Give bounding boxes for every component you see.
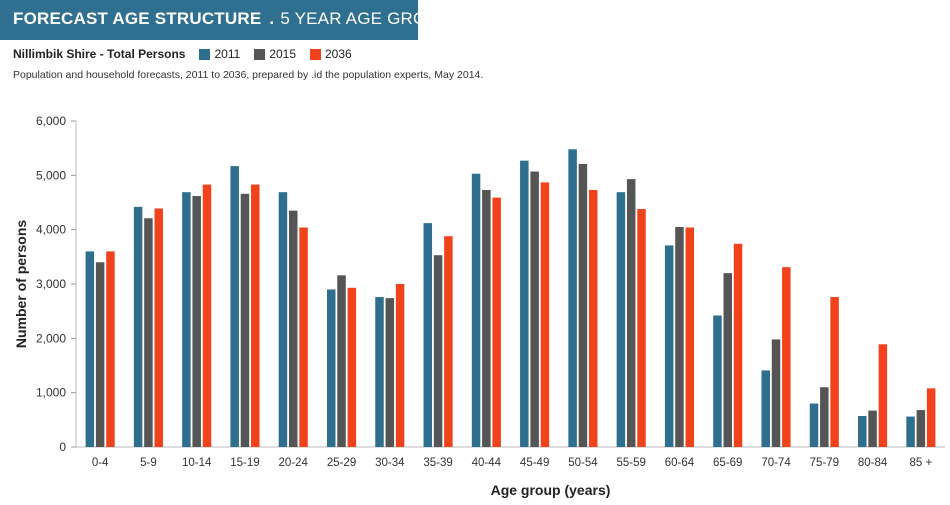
bar-2011-5-9[interactable] (133, 206, 143, 447)
legend-item-2036[interactable]: 2036 (310, 47, 352, 61)
legend-swatch-2036 (310, 48, 321, 60)
y-tick-label: 3,000 (36, 277, 66, 291)
bar-2011-65-69[interactable] (713, 315, 722, 447)
x-tick-label: 55-59 (616, 457, 645, 469)
y-tick-label: 4,000 (36, 223, 66, 237)
legend-label-2011: 2011 (214, 47, 241, 61)
bar-2011-50-54[interactable] (568, 149, 577, 447)
bar-2015-50-54[interactable] (578, 163, 588, 448)
bar-2036-80-84[interactable] (878, 344, 888, 447)
bar-2011-25-29[interactable] (326, 289, 336, 447)
x-tick-label: 45-49 (520, 457, 549, 469)
bar-2011-85plus[interactable] (906, 416, 915, 447)
x-tick-label: 50-54 (568, 457, 598, 469)
chart-header-banner: FORECAST AGE STRUCTURE. 5 YEAR AGE GROUPS (0, 0, 462, 40)
y-tick-label: 6,000 (36, 114, 66, 128)
x-tick-label: 40-44 (472, 457, 502, 469)
bar-2015-15-19[interactable] (240, 193, 250, 447)
source-note: Population and household forecasts, 2011… (13, 69, 484, 81)
legend-item-2011[interactable]: 2011 (199, 47, 240, 61)
bar-2036-40-44[interactable] (492, 197, 501, 447)
bar-2011-15-19[interactable] (230, 166, 239, 447)
bar-2011-45-49[interactable] (520, 160, 529, 447)
bar-2015-45-49[interactable] (530, 171, 539, 447)
bar-2015-70-74[interactable] (771, 339, 781, 447)
x-tick-label: 60-64 (665, 457, 695, 469)
bar-2015-60-64[interactable] (675, 226, 684, 447)
legend-title: Nillimbik Shire - Total Persons (13, 47, 186, 61)
bar-2011-70-74[interactable] (761, 370, 770, 447)
bar-2015-80-84[interactable] (868, 410, 877, 447)
y-axis-label: Number of persons (13, 220, 29, 349)
bar-2036-75-79[interactable] (830, 297, 839, 447)
bar-2015-75-79[interactable] (820, 387, 829, 447)
x-tick-label: 5-9 (140, 457, 157, 469)
bar-2036-0-4[interactable] (106, 251, 115, 447)
x-tick-label: 80-84 (858, 457, 888, 469)
bar-2036-60-64[interactable] (685, 227, 695, 447)
bar-2015-25-29[interactable] (337, 275, 346, 447)
bar-2011-40-44[interactable] (471, 173, 481, 447)
bar-2011-55-59[interactable] (616, 192, 626, 447)
y-tick-label: 5,000 (36, 168, 66, 182)
legend-label-2015: 2015 (269, 47, 296, 61)
legend-swatch-2015 (254, 48, 266, 60)
y-tick-label: 2,000 (36, 331, 66, 345)
bar-2015-0-4[interactable] (95, 262, 105, 447)
bar-2011-0-4[interactable] (85, 251, 95, 447)
bar-2011-30-34[interactable] (375, 297, 384, 447)
bar-2036-35-39[interactable] (444, 236, 453, 447)
chart-title: FORECAST AGE STRUCTURE. 5 YEAR AGE GROUPS (13, 9, 462, 29)
bar-2011-20-24[interactable] (278, 192, 288, 447)
legend-label-2036: 2036 (325, 47, 352, 61)
bar-2011-75-79[interactable] (809, 403, 819, 447)
legend-swatch-2011 (199, 48, 211, 60)
bar-2015-30-34[interactable] (385, 298, 395, 447)
bar-2036-45-49[interactable] (540, 182, 550, 447)
x-tick-label: 75-79 (810, 457, 839, 469)
y-tick-label: 1,000 (36, 386, 66, 400)
bar-2015-40-44[interactable] (482, 190, 491, 447)
x-tick-label: 10-14 (182, 457, 212, 469)
title-separator: . (269, 9, 275, 28)
x-axis-label: Age group (years) (491, 482, 611, 498)
bar-2015-55-59[interactable] (626, 179, 636, 447)
bar-2036-5-9[interactable] (154, 208, 163, 447)
bar-2011-35-39[interactable] (423, 223, 433, 447)
bar-2015-20-24[interactable] (289, 210, 298, 447)
bar-2036-70-74[interactable] (782, 267, 791, 447)
bar-2036-85plus[interactable] (926, 388, 936, 447)
x-tick-label: 65-69 (713, 457, 742, 469)
bar-2036-50-54[interactable] (588, 190, 598, 447)
title-main: FORECAST AGE STRUCTURE (13, 9, 262, 28)
x-tick-label: 15-19 (230, 457, 259, 469)
x-tick-label: 70-74 (761, 457, 791, 469)
x-tick-label: 85 + (910, 457, 933, 469)
bar-2036-20-24[interactable] (299, 227, 308, 447)
legend: Nillimbik Shire - Total Persons 2011 201… (13, 47, 352, 61)
bar-2036-25-29[interactable] (347, 287, 357, 447)
bar-2036-30-34[interactable] (395, 284, 405, 447)
bar-2036-55-59[interactable] (637, 209, 646, 447)
bar-2011-60-64[interactable] (664, 245, 674, 447)
x-tick-label: 35-39 (423, 457, 452, 469)
bar-2015-35-39[interactable] (433, 255, 443, 447)
title-subtitle: 5 YEAR AGE GROUPS (280, 9, 462, 28)
bar-2011-10-14[interactable] (182, 192, 191, 447)
x-tick-label: 30-34 (375, 457, 405, 469)
bar-2036-15-19[interactable] (251, 184, 260, 447)
bar-2036-65-69[interactable] (733, 243, 743, 447)
bar-2015-85plus[interactable] (916, 410, 926, 447)
y-tick-label: 0 (59, 440, 66, 454)
bar-2036-10-14[interactable] (202, 184, 212, 447)
x-tick-label: 0-4 (92, 457, 109, 469)
x-tick-label: 20-24 (279, 457, 309, 469)
bar-2015-5-9[interactable] (144, 218, 153, 447)
bar-2015-65-69[interactable] (723, 273, 733, 447)
bar-2015-10-14[interactable] (192, 195, 201, 447)
bar-2011-80-84[interactable] (858, 416, 867, 447)
legend-item-2015[interactable]: 2015 (254, 47, 296, 61)
x-tick-label: 25-29 (327, 457, 356, 469)
